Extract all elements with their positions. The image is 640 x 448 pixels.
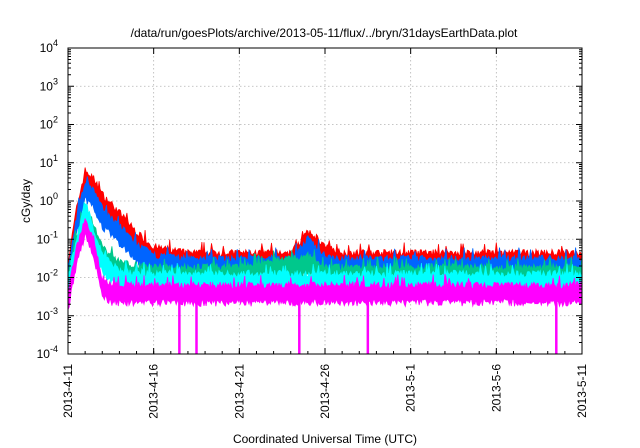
x-tick-label: 2013-4-26 [318,364,332,419]
y-tick-exponent: -3 [50,306,58,316]
grid [67,47,583,355]
y-tick-label: 100 [40,191,58,208]
y-tick-base: 10 [37,232,51,246]
y-tick-exponent: 0 [53,191,58,201]
y-tick-label: 101 [40,153,58,170]
y-tick-base: 10 [40,156,54,170]
x-tick-label: 2013-4-11 [61,364,75,418]
y-tick-exponent: 3 [53,76,58,86]
x-tick-label: 2013-4-16 [147,364,161,419]
y-tick-base: 10 [40,79,54,93]
x-tick-label: 2013-4-21 [232,364,246,419]
x-tick-label: 2013-5-1 [404,364,418,412]
y-tick-label: 10-3 [37,306,58,323]
y-tick-label: 102 [40,115,58,132]
y-tick-label: 104 [40,38,58,55]
y-tick-label: 103 [40,76,58,93]
y-axis-label: cGy/day [19,179,33,223]
x-tick-label: 2013-5-6 [489,364,503,412]
y-tick-exponent: 1 [53,153,58,163]
y-tick-exponent: 4 [53,38,58,48]
y-tick-label: 10-2 [37,268,58,285]
y-tick-exponent: 2 [53,115,58,125]
y-tick-label: 10-4 [37,344,58,361]
y-tick-base: 10 [40,41,54,55]
y-tick-exponent: -4 [50,344,58,354]
chart-title: /data/run/goesPlots/archive/2013-05-11/f… [131,26,518,40]
y-tick-base: 10 [37,271,51,285]
x-tick-label: 2013-5-11 [575,364,589,418]
x-axis: 2013-4-11 2013-4-16 2013-4-21 2013-4-26 2013… [61,48,589,419]
y-tick-exponent: -1 [50,229,58,239]
y-tick-base: 10 [40,194,54,208]
y-tick-base: 10 [40,118,54,132]
y-tick-exponent: -2 [50,268,58,278]
y-tick-label: 10-1 [37,229,58,246]
x-axis-label: Coordinated Universal Time (UTC) [233,432,417,446]
y-tick-base: 10 [37,347,51,361]
plot-area [67,167,583,354]
y-tick-base: 10 [37,309,51,323]
